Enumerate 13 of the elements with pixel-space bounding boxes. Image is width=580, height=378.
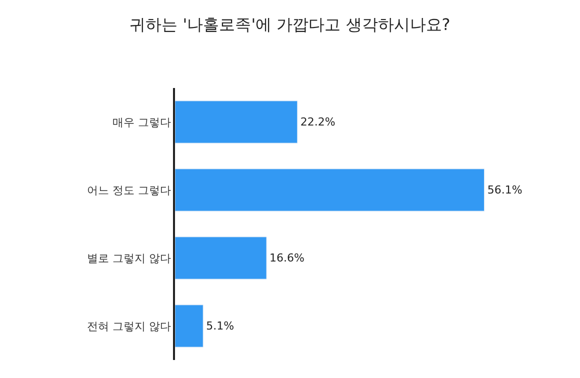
bar <box>175 168 485 212</box>
y-tick-label: 별로 그렇지 않다 <box>86 252 171 265</box>
bar <box>175 100 298 144</box>
data-label: 56.1% <box>487 184 522 196</box>
y-tick-label: 매우 그렇다 <box>112 116 171 129</box>
y-tick-label: 전혀 그렇지 않다 <box>86 320 171 333</box>
data-label: 16.6% <box>270 252 304 264</box>
y-tick-label: 어느 정도 그렇다 <box>86 184 171 197</box>
bar <box>175 304 204 348</box>
bar <box>175 236 267 280</box>
data-label: 5.1% <box>206 320 234 332</box>
data-label: 22.2% <box>300 116 336 128</box>
chart-title: 귀하는 '나홀로족'에 가깝다고 생각하시나요? <box>130 15 450 34</box>
